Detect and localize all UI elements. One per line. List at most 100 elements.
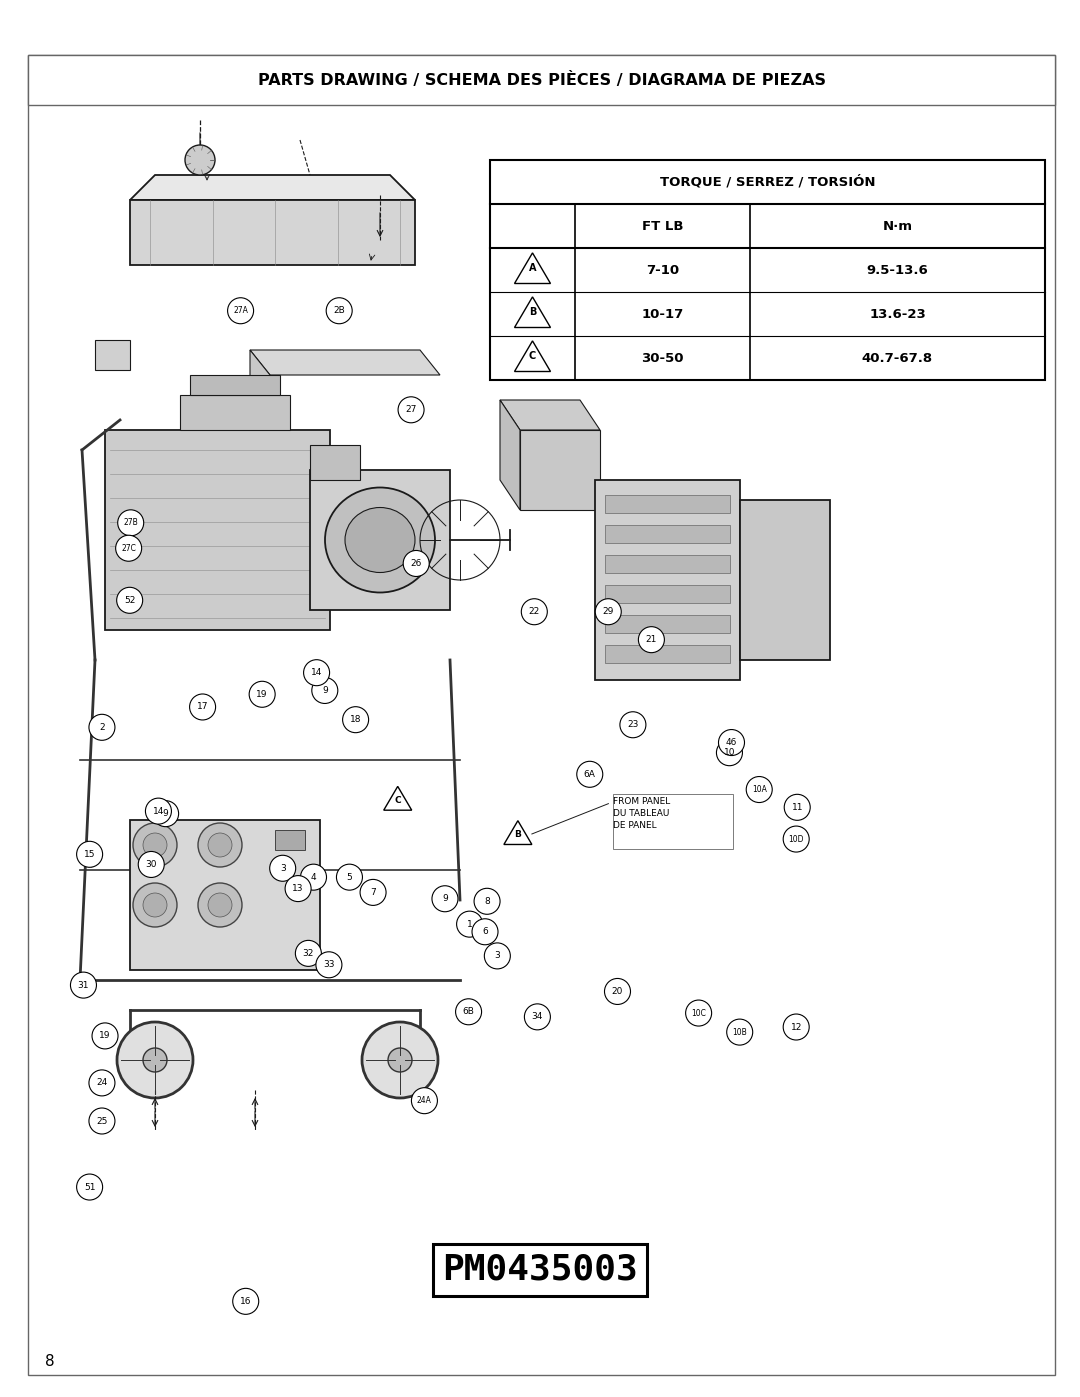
Circle shape: [198, 883, 242, 928]
Text: 10-17: 10-17: [642, 307, 684, 320]
Polygon shape: [95, 339, 130, 370]
Circle shape: [686, 1000, 712, 1025]
Circle shape: [727, 1018, 753, 1045]
Circle shape: [117, 1023, 193, 1098]
Circle shape: [360, 879, 386, 905]
Circle shape: [312, 678, 338, 704]
Circle shape: [143, 1048, 167, 1071]
Text: 46: 46: [726, 738, 738, 747]
Text: 6: 6: [482, 928, 488, 936]
Polygon shape: [130, 175, 415, 200]
Polygon shape: [500, 400, 519, 510]
Text: C: C: [394, 796, 401, 805]
Text: 17: 17: [197, 703, 208, 711]
Polygon shape: [519, 430, 600, 510]
Text: 9: 9: [163, 809, 168, 819]
Text: 10: 10: [724, 749, 735, 757]
Polygon shape: [514, 298, 551, 327]
Text: N·m: N·m: [882, 219, 913, 232]
Text: 52: 52: [124, 595, 135, 605]
Text: 9.5-13.6: 9.5-13.6: [866, 264, 929, 277]
Circle shape: [784, 795, 810, 820]
Text: PM0435003: PM0435003: [442, 1253, 638, 1287]
Text: 3: 3: [495, 951, 500, 960]
Circle shape: [152, 800, 178, 827]
Text: 24: 24: [96, 1078, 108, 1087]
Circle shape: [89, 714, 114, 740]
Polygon shape: [249, 351, 270, 405]
Circle shape: [89, 1070, 114, 1095]
Circle shape: [342, 707, 368, 732]
Circle shape: [270, 855, 296, 882]
Polygon shape: [190, 374, 280, 395]
Circle shape: [746, 777, 772, 802]
Text: 19: 19: [99, 1031, 111, 1041]
Text: 51: 51: [84, 1182, 95, 1192]
Circle shape: [303, 659, 329, 686]
Polygon shape: [514, 341, 551, 372]
Text: 34: 34: [531, 1013, 543, 1021]
Text: 7-10: 7-10: [646, 264, 679, 277]
Circle shape: [300, 865, 326, 890]
Text: 15: 15: [84, 849, 95, 859]
Circle shape: [232, 1288, 259, 1315]
Circle shape: [326, 298, 352, 324]
Circle shape: [783, 1014, 809, 1039]
Text: 25: 25: [96, 1116, 108, 1126]
Circle shape: [457, 911, 483, 937]
Circle shape: [208, 893, 232, 916]
Text: PARTS DRAWING / SCHEMA DES PIÈCES / DIAGRAMA DE PIEZAS: PARTS DRAWING / SCHEMA DES PIÈCES / DIAG…: [257, 73, 825, 88]
Text: 31: 31: [78, 981, 90, 989]
Bar: [595, 481, 740, 680]
Text: 27C: 27C: [121, 543, 136, 553]
Text: 1: 1: [467, 919, 472, 929]
Circle shape: [208, 833, 232, 856]
Text: 29: 29: [603, 608, 613, 616]
Text: 4: 4: [311, 873, 316, 882]
Bar: [605, 555, 730, 573]
Text: 10D: 10D: [788, 834, 804, 844]
Circle shape: [595, 599, 621, 624]
Text: 26: 26: [410, 559, 422, 569]
Circle shape: [138, 851, 164, 877]
Circle shape: [337, 865, 363, 890]
Text: 9: 9: [442, 894, 448, 904]
Circle shape: [70, 972, 96, 997]
Bar: [105, 430, 330, 630]
Text: 13: 13: [293, 884, 303, 893]
Text: 23: 23: [627, 721, 638, 729]
Bar: [605, 615, 730, 633]
Text: 7: 7: [370, 888, 376, 897]
Circle shape: [474, 888, 500, 914]
Text: 9: 9: [322, 686, 327, 694]
Text: 32: 32: [302, 949, 314, 958]
Circle shape: [525, 1004, 551, 1030]
Circle shape: [143, 833, 167, 856]
Circle shape: [638, 627, 664, 652]
Bar: [605, 525, 730, 543]
Bar: [613, 793, 733, 848]
Circle shape: [472, 919, 498, 944]
Circle shape: [133, 823, 177, 868]
Text: 30-50: 30-50: [642, 352, 684, 365]
Text: 2B: 2B: [334, 306, 345, 316]
Polygon shape: [130, 200, 415, 265]
Circle shape: [316, 951, 342, 978]
Bar: [605, 645, 730, 664]
Text: A: A: [529, 263, 537, 272]
Circle shape: [117, 587, 143, 613]
Bar: [28, 54, 1055, 105]
Text: 10B: 10B: [732, 1028, 747, 1037]
Circle shape: [285, 876, 311, 901]
Text: 14: 14: [152, 806, 164, 816]
Bar: [310, 469, 450, 610]
Polygon shape: [500, 400, 600, 430]
Circle shape: [716, 739, 742, 766]
Text: 27B: 27B: [123, 518, 138, 527]
Text: 27A: 27A: [233, 306, 248, 316]
Circle shape: [484, 943, 511, 970]
Text: 21: 21: [646, 636, 657, 644]
Text: 27: 27: [405, 405, 417, 415]
Circle shape: [403, 550, 429, 577]
Text: 6A: 6A: [584, 770, 596, 778]
